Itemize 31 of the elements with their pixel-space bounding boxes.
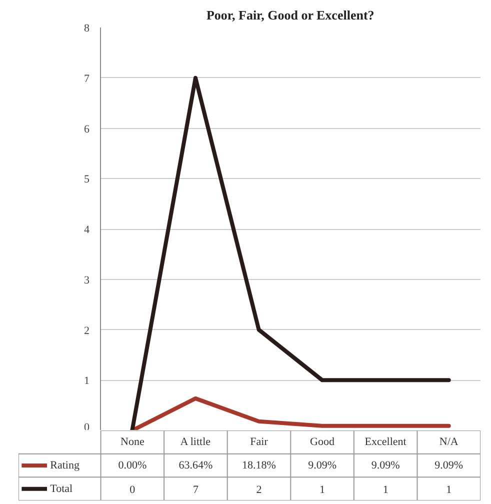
data-label: 0 — [130, 484, 136, 496]
data-label: 1 — [446, 484, 452, 496]
data-label: 18.18% — [242, 460, 276, 472]
data-label: 9.09% — [371, 460, 400, 472]
y-tick-label: 8 — [84, 22, 90, 34]
x-tick-label: Good — [310, 436, 336, 448]
x-tick-label: Excellent — [364, 436, 406, 448]
line-series — [130, 396, 451, 430]
x-tick-label: Fair — [250, 436, 268, 448]
y-tick-label: 2 — [84, 324, 90, 337]
legend-label: Rating — [50, 460, 80, 472]
x-tick-label: N/A — [439, 436, 458, 448]
legend-label: Total — [50, 482, 73, 495]
data-label: 2 — [256, 484, 262, 496]
data-label: 9.09% — [434, 460, 464, 472]
data-label: 1 — [320, 484, 326, 496]
data-label: 0.00% — [118, 460, 147, 472]
chart-title: Poor, Fair, Good or Excellent? — [206, 8, 374, 22]
line-series — [130, 76, 451, 430]
x-tick-label: A little — [180, 436, 211, 448]
data-label: 1 — [382, 484, 388, 496]
x-tick-label: None — [120, 436, 144, 448]
y-tick-label: 1 — [84, 375, 90, 388]
data-label: 7 — [192, 484, 199, 496]
y-tick-label: 3 — [84, 274, 90, 286]
y-tick-label: 4 — [84, 224, 90, 236]
y-tick-label: 6 — [84, 123, 90, 136]
y-tick-label: 7 — [84, 72, 90, 85]
data-label: 63.64% — [178, 460, 213, 472]
y-tick-label: 5 — [84, 174, 90, 186]
data-label: 9.09% — [308, 460, 336, 472]
